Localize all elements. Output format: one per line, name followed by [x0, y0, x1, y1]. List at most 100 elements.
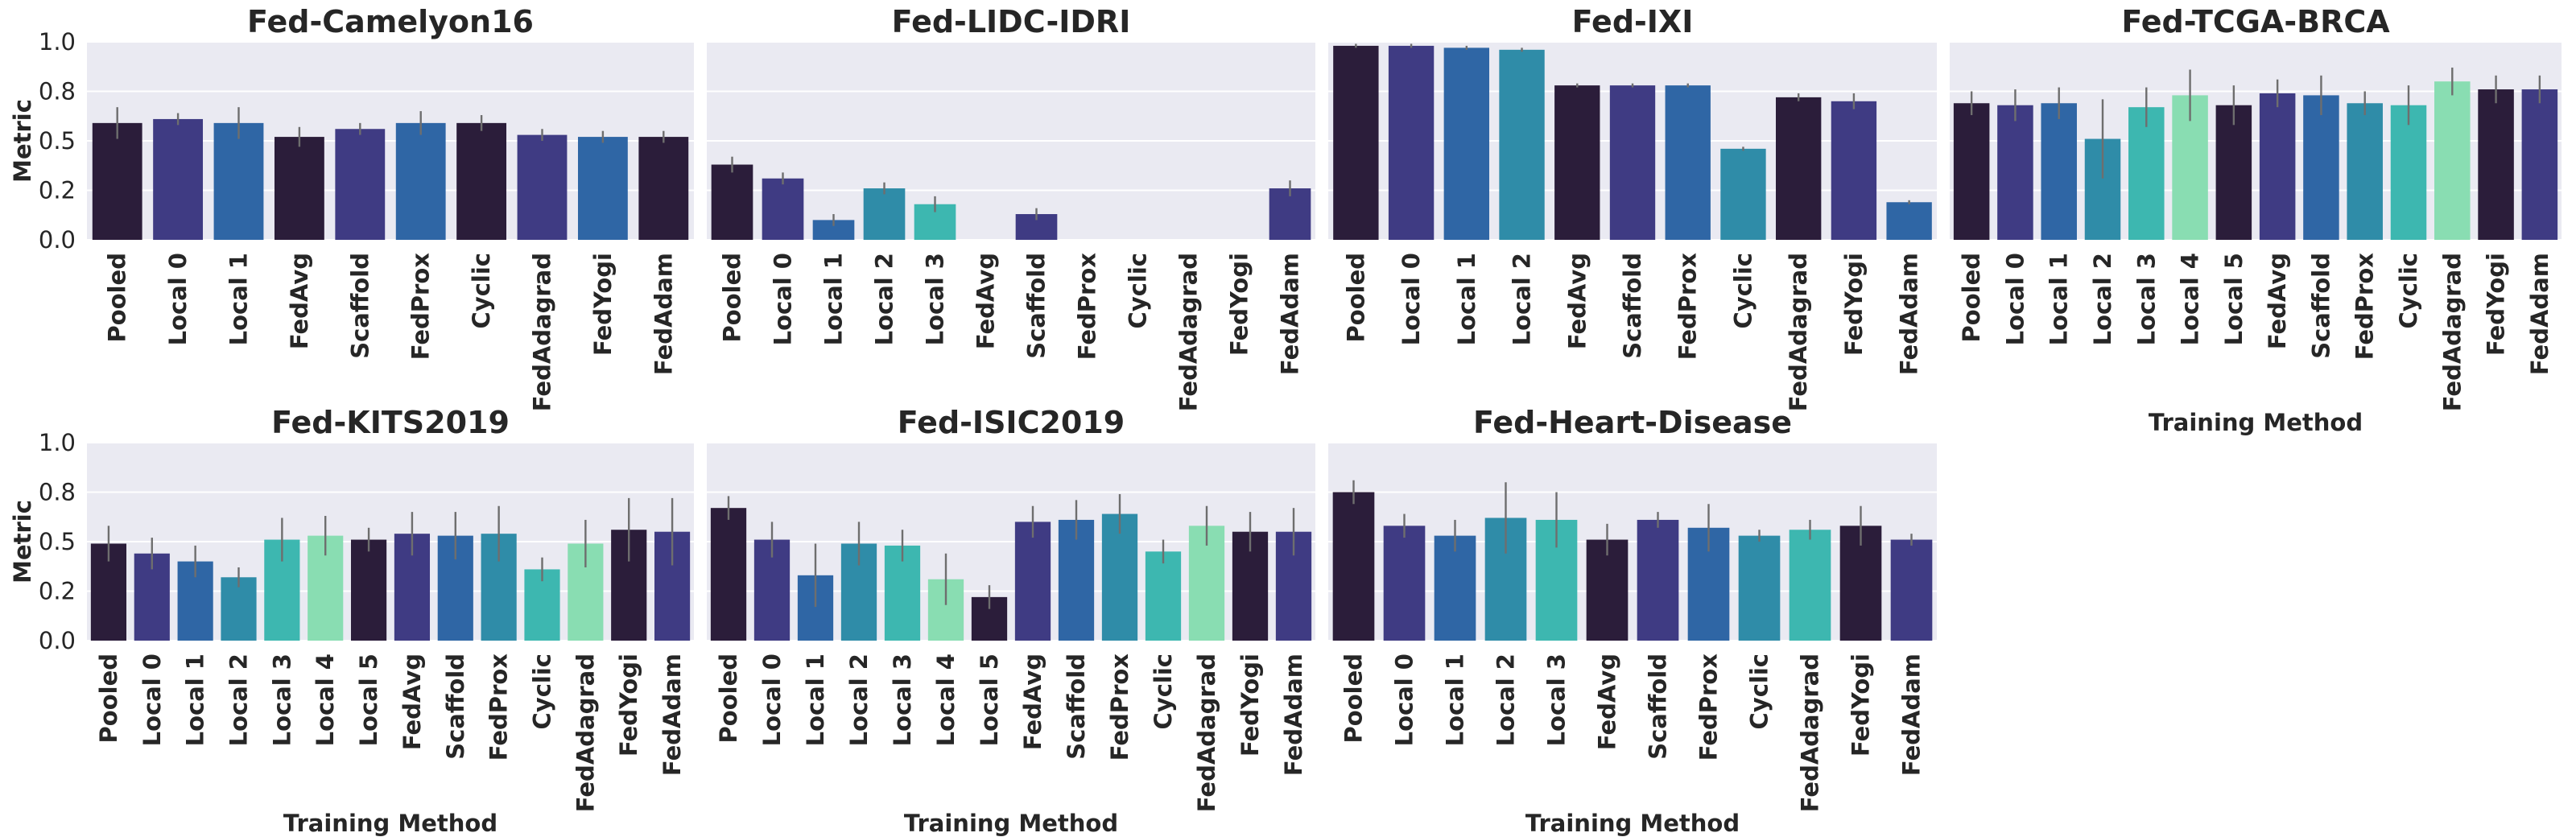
chart-panel-1: 0.0 0.2 0.5 0.8 1.0 Pooled Local 0 Local 1 FedAv… [9, 4, 694, 411]
x-tick-label: Local 4 [932, 654, 960, 746]
x-tick-label: FedYogi [2483, 253, 2510, 356]
x-tick-label: Local 3 [922, 253, 949, 345]
bar-cyclic [456, 122, 507, 240]
y-axis-label: Metric [9, 99, 36, 183]
x-tick-label: Local 1 [225, 253, 253, 345]
x-tick-label: Cyclic [1125, 253, 1152, 328]
chart-panel-2: Pooled Local 0 Local 1 Local 2 Local 3 FedAvg… [707, 4, 1315, 411]
x-tick-label: Local 1 [2046, 253, 2073, 345]
x-tick-label: Local 5 [355, 654, 382, 746]
bar-fedavg [274, 137, 324, 240]
x-tick-label: FedAvg [1594, 654, 1621, 750]
x-tick-label: Local 0 [2001, 253, 2029, 345]
x-tick-label: Cyclic [2395, 253, 2422, 328]
x-tick-label: FedAdagrad [1193, 654, 1220, 812]
x-tick-label: Local 5 [2220, 253, 2248, 345]
x-tick-label: FedAvg [1019, 654, 1046, 750]
bar-cyclic [1738, 535, 1781, 641]
x-tick-label: Cyclic [1729, 253, 1757, 328]
x-tick-label: Pooled [1342, 253, 1369, 342]
bar-local-5 [350, 539, 387, 641]
x-tick-label: Scaffold [1645, 654, 1672, 760]
x-tick-label: Scaffold [442, 654, 469, 760]
x-tick-label: FedYogi [1226, 253, 1253, 356]
x-tick-label: Pooled [719, 253, 746, 342]
x-tick-label: FedAdam [2526, 253, 2553, 375]
bar-local-1 [1434, 535, 1476, 641]
x-tick-label: Local 0 [758, 654, 786, 746]
x-tick-label: FedAdagrad [1785, 253, 1812, 411]
y-tick-label: 0.2 [39, 177, 76, 204]
x-axis-label: Training Method [2149, 409, 2363, 436]
bar-fedprox [1665, 85, 1711, 241]
bar-local-5 [2215, 105, 2252, 240]
x-tick-label: Local 5 [976, 654, 1003, 746]
bar-fedadam [2521, 89, 2558, 240]
y-tick-label: 0.0 [39, 627, 76, 654]
x-tick-label: Local 2 [225, 654, 253, 746]
x-tick-label: FedProx [407, 253, 435, 361]
x-tick-label: FedProx [1074, 253, 1101, 361]
x-tick-label: Local 2 [2089, 253, 2116, 345]
chart-title: Fed-Heart-Disease [1473, 405, 1792, 440]
x-tick-label: Local 1 [1453, 253, 1480, 345]
x-tick-label: FedProx [1106, 654, 1133, 761]
bar-local-0 [1997, 105, 2033, 240]
bar-fedadagrad [517, 134, 568, 240]
bar-local-0 [1383, 526, 1426, 641]
y-tick-label: 0.5 [39, 528, 76, 555]
bar-fedadagrad [2434, 81, 2471, 240]
x-tick-label: FedAdam [1896, 253, 1923, 375]
chart-title: Fed-Camelyon16 [247, 4, 534, 39]
x-tick-label: Local 0 [164, 253, 192, 345]
x-tick-label: FedAdagrad [529, 253, 556, 411]
bar-scaffold [2303, 95, 2339, 240]
x-tick-label: FedAvg [398, 654, 426, 750]
x-axis-label: Training Method [1525, 810, 1740, 837]
bar-scaffold [1058, 519, 1095, 641]
y-axis-label: Metric [9, 500, 36, 583]
x-tick-label: FedYogi [1847, 654, 1875, 757]
chart-title: Fed-ISIC2019 [898, 405, 1125, 440]
x-tick-label: Cyclic [529, 654, 556, 729]
x-tick-label: FedAvg [2264, 253, 2291, 349]
bar-fedavg [1014, 522, 1051, 641]
x-tick-label: FedAvg [1563, 253, 1591, 349]
bar-local-2 [221, 577, 257, 641]
x-tick-label: Local 0 [1391, 654, 1418, 746]
bar-local-3 [2128, 107, 2165, 240]
x-tick-label: Local 4 [2177, 253, 2204, 345]
x-tick-label: Pooled [1958, 253, 1985, 342]
y-tick-label: 0.5 [39, 127, 76, 155]
x-tick-label: FedProx [1695, 654, 1723, 761]
x-tick-label: Local 2 [1492, 654, 1520, 746]
x-tick-label: FedAdam [650, 253, 677, 375]
chart-panel-4: Pooled Local 0 Local 1 Local 2 Local 3 Local … [1950, 4, 2562, 436]
bar-scaffold [335, 129, 386, 240]
chart-title: Fed-KITS2019 [271, 405, 510, 440]
x-axis-label: Training Method [904, 810, 1118, 837]
x-tick-label: FedAdagrad [1797, 654, 1824, 812]
chart-title: Fed-LIDC-IDRI [892, 4, 1131, 39]
x-tick-label: Local 4 [312, 654, 339, 746]
bar-local-0 [1388, 45, 1435, 240]
bar-fedyogi [1831, 101, 1877, 240]
x-tick-label: Local 1 [182, 654, 209, 746]
x-tick-label: Scaffold [2307, 253, 2334, 359]
bar-cyclic [1145, 551, 1182, 641]
x-tick-label: Cyclic [1150, 654, 1177, 729]
bar-fedprox [2347, 103, 2383, 240]
bar-local-0 [153, 118, 204, 240]
x-tick-label: Scaffold [1619, 253, 1646, 359]
bar-pooled [1332, 492, 1375, 641]
x-tick-label: FedAdagrad [2438, 253, 2466, 411]
x-tick-label: Pooled [95, 654, 122, 743]
bar-cyclic [1720, 148, 1766, 240]
bar-pooled [1333, 45, 1379, 240]
x-tick-label: FedAdagrad [572, 654, 599, 812]
bar-fedprox [1101, 513, 1138, 641]
bar-fedadam [1886, 202, 1932, 240]
bar-scaffold [1609, 85, 1656, 241]
x-tick-label: Local 0 [770, 253, 797, 345]
x-tick-label: FedAdam [1898, 654, 1926, 776]
